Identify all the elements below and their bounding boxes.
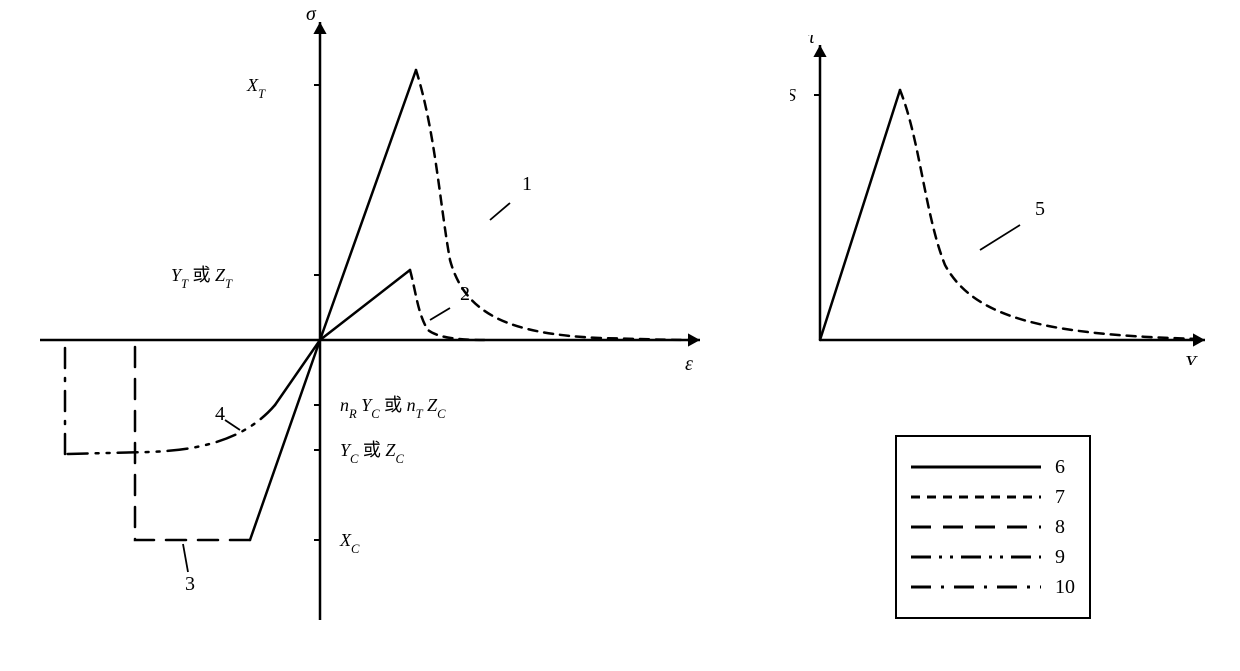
curve-2 (410, 270, 485, 340)
svg-text:S: S (790, 85, 796, 105)
curve-5 (900, 90, 1200, 339)
curve-3 (135, 340, 250, 540)
legend-item-6: 6 (911, 455, 1075, 479)
svg-text:YT 或 ZT: YT 或 ZT (171, 265, 233, 291)
svg-text:YC 或 ZC: YC 或 ZC (340, 440, 404, 466)
svg-text:σ: σ (306, 10, 317, 25)
svg-text:XC: XC (339, 530, 360, 556)
legend-label: 8 (1055, 516, 1065, 539)
legend-swatch-solid (911, 455, 1041, 479)
legend-label: 6 (1055, 456, 1065, 479)
curve-4 (65, 405, 275, 454)
curve-marker-2: 2 (460, 283, 470, 305)
legend-swatch-dashdotdot (911, 545, 1041, 569)
sigma-epsilon-svg: ε σ XT YT 或 ZT nR YC 或 nT ZC YC 或 ZC XC 1 2 3 4 (40, 10, 700, 630)
curve-3 (250, 340, 320, 540)
curve-marker-5: 5 (1035, 198, 1045, 220)
curve-5 (820, 90, 900, 340)
legend-item-7: 7 (911, 485, 1075, 509)
svg-text:Υ: Υ (1185, 352, 1198, 365)
legend-item-10: 10 (911, 575, 1075, 599)
svg-text:ε: ε (685, 353, 693, 375)
tau-gamma-svg: Υτ S 5 (790, 35, 1210, 365)
legend-swatch-dashed-long (911, 515, 1041, 539)
curve-marker-3: 3 (185, 573, 195, 595)
svg-text:nR YC 或 nT ZC: nR YC 或 nT ZC (340, 395, 446, 421)
legend-label: 9 (1055, 546, 1065, 569)
curve-1 (416, 70, 695, 340)
legend-label: 10 (1055, 576, 1075, 599)
legend-swatch-dashed-short (911, 485, 1041, 509)
curve-4 (275, 340, 320, 405)
sigma-epsilon-chart: ε σ XT YT 或 ZT nR YC 或 nT ZC YC 或 ZC XC 1 2 3 4 (40, 10, 700, 630)
curve-1 (320, 70, 416, 340)
svg-text:τ: τ (808, 35, 816, 48)
curve-marker-4: 4 (215, 403, 225, 425)
tau-gamma-chart: Υτ S 5 (790, 35, 1210, 365)
legend: 6 7 8 9 10 (895, 435, 1091, 619)
legend-item-8: 8 (911, 515, 1075, 539)
legend-label: 7 (1055, 486, 1065, 509)
curve-marker-1: 1 (522, 173, 532, 195)
legend-item-9: 9 (911, 545, 1075, 569)
legend-swatch-dashdot (911, 575, 1041, 599)
svg-text:XT: XT (246, 75, 266, 101)
